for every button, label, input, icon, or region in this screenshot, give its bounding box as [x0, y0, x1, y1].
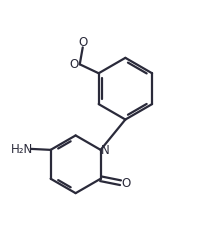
Text: O: O: [70, 58, 79, 70]
Text: O: O: [78, 36, 87, 49]
Text: H₂N: H₂N: [11, 143, 33, 156]
Text: N: N: [101, 144, 109, 156]
Text: O: O: [121, 176, 131, 190]
